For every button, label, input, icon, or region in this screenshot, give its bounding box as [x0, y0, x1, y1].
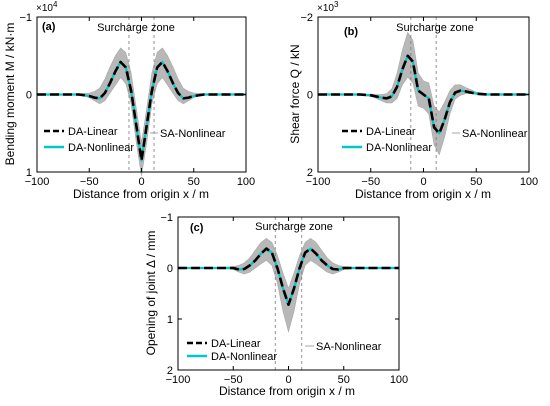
x-tick-label: −50 — [224, 374, 243, 386]
band-label: SA-Nonlinear — [316, 341, 382, 353]
x-tick-label: −100 — [166, 374, 191, 386]
y-tick-label: 1 — [26, 167, 32, 179]
panel-label: (a) — [42, 21, 56, 33]
x-tick-label: 50 — [470, 176, 482, 188]
x-tick-label: −100 — [25, 176, 50, 188]
x-tick-label: 100 — [520, 176, 538, 188]
x-axis-label: Distance from origin x / m — [355, 187, 491, 201]
y-exponent-label: ×104 — [36, 0, 58, 14]
x-tick-label: 50 — [338, 374, 350, 386]
legend-label: DA-Nonlinear — [68, 142, 134, 154]
surcharge-zone-label: Surcharge zone — [396, 22, 474, 34]
panel-b: −100 −50 0 50 100 −2 0 2 Distance from origin x … — [288, 0, 538, 201]
legend-label: DA-Linear — [366, 126, 416, 138]
y-tick-label: −2 — [300, 12, 313, 24]
legend-label: DA-Linear — [211, 338, 261, 350]
x-tick-label: 0 — [285, 374, 291, 386]
series-da-linear — [318, 54, 529, 135]
y-tick-label: −1 — [19, 12, 32, 24]
y-tick-label: −1 — [160, 212, 173, 224]
y-exponent-power: 4 — [53, 0, 58, 9]
x-tick-label: 100 — [390, 374, 408, 386]
y-tick-label: 0 — [167, 263, 173, 275]
sa-nonlinear-band — [37, 47, 246, 176]
y-tick-label: 2 — [167, 365, 173, 377]
y-axis-label: Bending moment M / kN·m — [3, 23, 17, 166]
series-da-linear — [37, 60, 246, 162]
y-exponent-label: ×103 — [317, 0, 339, 14]
x-tick-label: −100 — [306, 176, 331, 188]
x-tick-label: 0 — [420, 176, 426, 188]
y-exponent-power: 3 — [334, 0, 339, 9]
panel-c: −100 −50 0 50 100 −1 0 1 2 Distance from origin x… — [144, 212, 408, 398]
panel-a: −100 −50 0 50 100 −1 0 1 Distance from origin x … — [3, 0, 255, 201]
x-tick-label: 0 — [138, 176, 144, 188]
x-tick-label: −50 — [80, 176, 99, 188]
sa-nonlinear-band — [178, 238, 399, 333]
x-axis-label: Distance from origin x / m — [73, 187, 209, 201]
panel-label: (c) — [190, 222, 204, 234]
band-label: SA-Nonlinear — [462, 128, 528, 140]
legend-label: DA-Nonlinear — [211, 351, 277, 363]
y-tick-label: 1 — [167, 314, 173, 326]
band-label: SA-Nonlinear — [160, 128, 226, 140]
y-tick-label: 2 — [307, 167, 313, 179]
series-da-linear — [178, 247, 399, 307]
x-axis-label: Distance from origin x / m — [219, 384, 355, 398]
y-axis-label: Shear force Q / kN — [288, 44, 302, 143]
legend-label: DA-Nonlinear — [366, 142, 432, 154]
y-axis-label: Opening of joint Δ / mm — [144, 231, 158, 356]
y-tick-label: 0 — [26, 90, 32, 102]
x-tick-label: 50 — [188, 176, 200, 188]
x-tick-label: −50 — [361, 176, 380, 188]
legend-label: DA-Linear — [68, 126, 118, 138]
panel-label: (b) — [344, 26, 358, 38]
y-tick-label: 0 — [307, 90, 313, 102]
surcharge-zone-label: Surcharge zone — [97, 22, 175, 34]
x-tick-label: 100 — [237, 176, 255, 188]
surcharge-zone-label: Surcharge zone — [255, 221, 333, 233]
